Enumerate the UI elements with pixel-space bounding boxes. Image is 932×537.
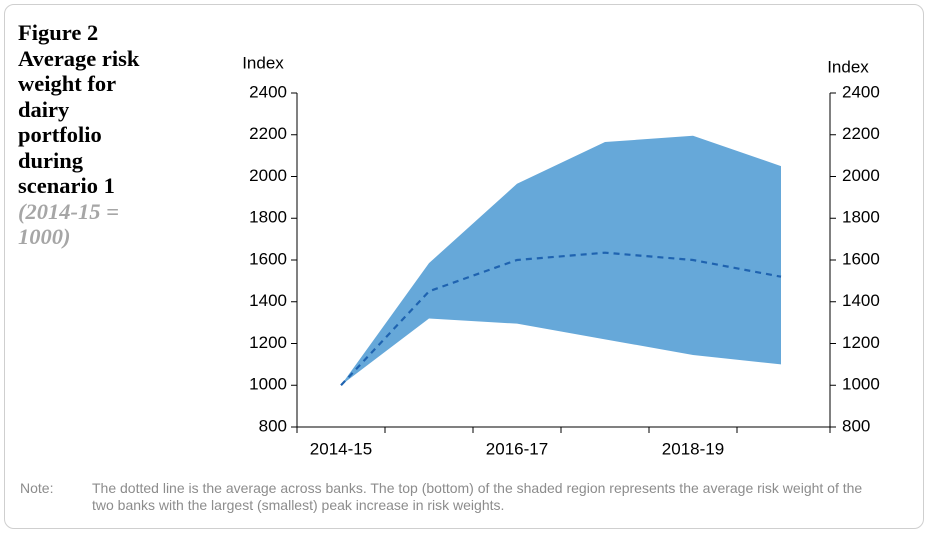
y-tick-label: 1200 (249, 333, 287, 352)
y2-tick-label: 1600 (842, 249, 880, 268)
chart-subtitle: (2014-15 = 1000) (18, 198, 119, 250)
y2-tick-label: 1200 (842, 333, 880, 352)
y2-tick-label: 2400 (842, 82, 880, 101)
x-tick-label: 2014-15 (310, 439, 372, 458)
y-tick-label: 1800 (249, 208, 287, 227)
title-block: Figure 2 Average risk weight for dairy p… (18, 20, 158, 250)
y2-tick-label: 2200 (842, 124, 880, 143)
y2-tick-label: 1800 (842, 208, 880, 227)
y2-tick-label: 800 (842, 416, 870, 435)
note-label: Note: (20, 480, 54, 496)
y-tick-label: 2000 (249, 166, 287, 185)
y-tick-label: 2400 (249, 82, 287, 101)
y2-tick-label: 1000 (842, 375, 880, 394)
band-area (341, 135, 781, 386)
card (4, 4, 924, 529)
y2-tick-label: 2000 (842, 166, 880, 185)
y-tick-label: 800 (259, 416, 287, 435)
y-axis-label: Index (242, 53, 284, 72)
y2-axis-label: Index (827, 57, 869, 76)
y-tick-label: 1400 (249, 291, 287, 310)
y-tick-label: 1000 (249, 375, 287, 394)
note-text: The dotted line is the average across ba… (92, 480, 863, 513)
x-tick-label: 2016-17 (486, 439, 548, 458)
chart-title: Figure 2 Average risk weight for dairy p… (18, 20, 140, 198)
y2-tick-label: 1400 (842, 291, 880, 310)
x-tick-label: 2018-19 (662, 439, 724, 458)
y-tick-label: 1600 (249, 249, 287, 268)
average-line (340, 251, 782, 387)
y-tick-label: 2200 (249, 124, 287, 143)
